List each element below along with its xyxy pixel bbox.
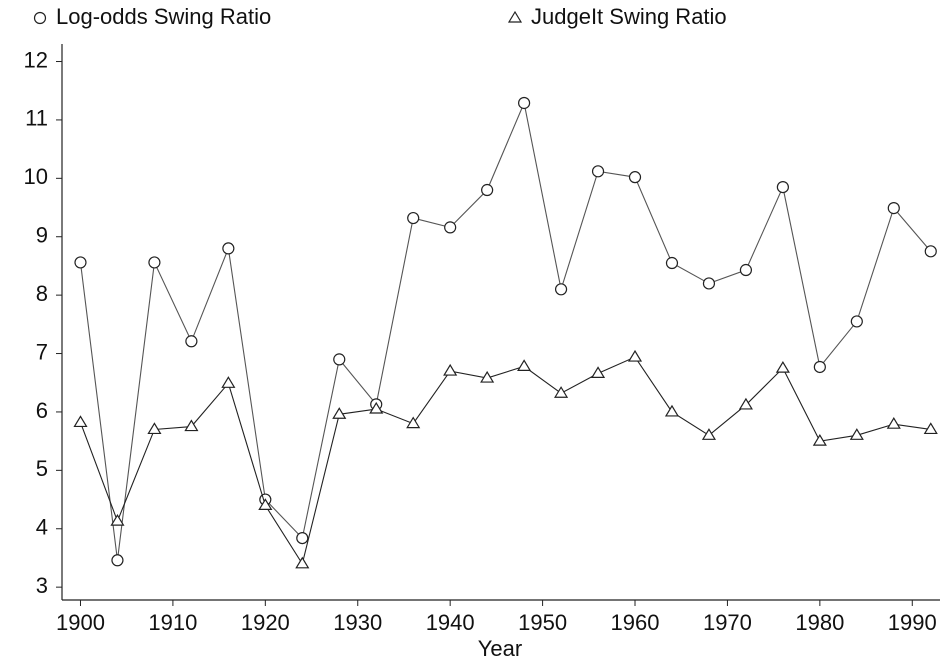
triangle-marker bbox=[886, 417, 901, 429]
series-line bbox=[79, 356, 931, 566]
circle-marker bbox=[518, 96, 531, 110]
circle-marker bbox=[296, 531, 309, 545]
legend-label: JudgeIt Swing Ratio bbox=[531, 4, 727, 29]
triangle-marker bbox=[923, 422, 938, 435]
triangle-marker bbox=[110, 513, 125, 526]
triangle-marker bbox=[332, 407, 347, 419]
triangle-marker bbox=[627, 349, 643, 362]
x-tick-label: 1900 bbox=[56, 610, 105, 635]
circle-marker bbox=[407, 211, 420, 225]
triangle-marker bbox=[73, 415, 88, 428]
triangle-marker bbox=[849, 428, 864, 440]
triangle-marker bbox=[738, 397, 753, 410]
series-line bbox=[79, 101, 932, 561]
x-tick-label: 1990 bbox=[888, 610, 937, 635]
triangle-marker bbox=[590, 366, 606, 378]
y-tick-label: 8 bbox=[36, 281, 48, 306]
circle-marker bbox=[333, 353, 346, 366]
y-tick-label: 9 bbox=[36, 223, 48, 248]
x-tick-label: 1930 bbox=[333, 610, 382, 635]
legend-label: Log-odds Swing Ratio bbox=[56, 4, 271, 29]
circle-marker bbox=[628, 171, 642, 184]
triangle-marker bbox=[147, 422, 162, 435]
circle-marker bbox=[924, 245, 937, 258]
y-tick-label: 12 bbox=[24, 47, 48, 72]
triangle-marker bbox=[775, 360, 790, 373]
triangle-marker bbox=[295, 556, 310, 569]
triangle-marker bbox=[507, 10, 523, 23]
x-tick-label: 1910 bbox=[148, 610, 197, 635]
circle-marker bbox=[813, 360, 826, 374]
circle-marker bbox=[776, 180, 789, 194]
y-tick-label: 4 bbox=[36, 515, 48, 540]
y-tick-label: 6 bbox=[36, 398, 48, 423]
triangle-marker bbox=[554, 386, 569, 398]
x-axis-title: Year bbox=[478, 636, 522, 661]
circle-marker bbox=[591, 165, 605, 178]
x-tick-label: 1950 bbox=[518, 610, 567, 635]
circle-marker bbox=[481, 183, 494, 197]
triangle-marker bbox=[517, 359, 532, 371]
y-tick-label: 11 bbox=[25, 106, 48, 131]
x-tick-label: 1960 bbox=[611, 610, 660, 635]
circle-marker bbox=[739, 263, 753, 277]
x-tick-label: 1980 bbox=[795, 610, 844, 635]
triangle-marker bbox=[443, 363, 458, 376]
y-tick-label: 3 bbox=[36, 573, 48, 598]
circle-marker bbox=[185, 335, 198, 348]
circle-marker bbox=[111, 554, 124, 567]
circle-marker bbox=[444, 221, 457, 234]
circle-marker bbox=[222, 242, 235, 255]
triangle-marker bbox=[664, 404, 680, 417]
circle-marker bbox=[554, 283, 568, 296]
triangle-marker bbox=[480, 370, 495, 383]
triangle-marker bbox=[184, 419, 199, 432]
circle-marker bbox=[702, 277, 716, 290]
triangle-marker bbox=[701, 428, 717, 440]
circle-marker bbox=[665, 256, 679, 270]
x-tick-label: 1920 bbox=[241, 610, 290, 635]
circle-marker bbox=[74, 256, 87, 269]
y-tick-label: 5 bbox=[36, 456, 48, 481]
x-tick-label: 1970 bbox=[703, 610, 752, 635]
circle-marker bbox=[850, 315, 863, 328]
triangle-marker bbox=[258, 498, 273, 510]
x-tick-label: 1940 bbox=[426, 610, 475, 635]
y-tick-label: 10 bbox=[24, 164, 48, 189]
triangle-marker bbox=[812, 433, 827, 446]
triangle-marker bbox=[221, 376, 236, 388]
circle-marker bbox=[148, 256, 161, 269]
triangle-marker bbox=[369, 401, 384, 414]
circle-marker bbox=[33, 11, 47, 25]
circle-marker bbox=[887, 202, 900, 215]
triangle-marker bbox=[406, 416, 421, 429]
y-tick-label: 7 bbox=[36, 339, 48, 364]
